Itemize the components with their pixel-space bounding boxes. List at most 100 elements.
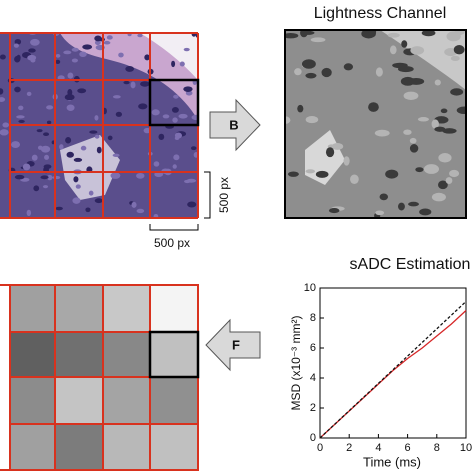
nucleus bbox=[13, 43, 19, 48]
nucleus bbox=[33, 185, 40, 192]
map-tile bbox=[102, 284, 151, 333]
nucleus bbox=[59, 144, 64, 150]
nucleus bbox=[31, 154, 38, 161]
nucleus bbox=[193, 152, 198, 158]
nucleus bbox=[287, 171, 299, 177]
nucleus bbox=[55, 206, 63, 211]
x-tick-label: 0 bbox=[317, 442, 323, 454]
map-tile bbox=[102, 423, 151, 471]
nucleus bbox=[190, 146, 197, 151]
nucleus bbox=[445, 177, 453, 184]
nucleus bbox=[453, 45, 465, 55]
nucleus bbox=[18, 105, 24, 111]
nucleus bbox=[434, 126, 446, 132]
nucleus bbox=[171, 106, 179, 113]
map-tile bbox=[149, 376, 199, 425]
arrow-right bbox=[209, 98, 261, 152]
x-tick-label: 2 bbox=[346, 442, 352, 454]
nucleus bbox=[80, 145, 87, 151]
nucleus bbox=[96, 146, 102, 154]
nucleus bbox=[107, 135, 113, 141]
x-tick-label: 4 bbox=[375, 442, 381, 454]
y-tick-label: 10 bbox=[304, 282, 316, 294]
nucleus bbox=[27, 54, 37, 61]
nucleus bbox=[151, 109, 160, 116]
y-tick-label: 6 bbox=[310, 342, 316, 354]
nucleus bbox=[112, 95, 121, 99]
nucleus bbox=[66, 151, 74, 158]
nucleus bbox=[419, 208, 432, 216]
nucleus bbox=[88, 190, 94, 196]
nucleus bbox=[37, 145, 43, 150]
nucleus bbox=[400, 76, 415, 86]
chart: 0 2 4 6 8 10 0 2 4 6 8 10 bbox=[304, 282, 472, 454]
nucleus bbox=[431, 119, 439, 129]
arrow-label: F bbox=[232, 337, 240, 352]
nucleus bbox=[16, 54, 21, 61]
nucleus bbox=[64, 94, 75, 101]
nucleus bbox=[408, 201, 419, 207]
x-tick-label: 6 bbox=[405, 442, 411, 454]
arrow-left bbox=[205, 318, 261, 372]
map-tile bbox=[149, 284, 199, 333]
nucleus bbox=[178, 113, 188, 119]
nucleus bbox=[158, 133, 165, 140]
nucleus bbox=[368, 102, 379, 112]
nucleus bbox=[285, 116, 291, 124]
nucleus bbox=[22, 163, 31, 171]
nucleus bbox=[421, 30, 436, 37]
y-tick-label: 2 bbox=[310, 402, 316, 414]
nucleus bbox=[315, 170, 329, 178]
data-line bbox=[319, 310, 467, 439]
x-tick-label: 8 bbox=[434, 442, 440, 454]
map-tile bbox=[9, 376, 56, 425]
nucleus bbox=[450, 55, 460, 61]
nucleus bbox=[183, 47, 190, 52]
map-tile bbox=[102, 376, 151, 425]
nucleus bbox=[40, 175, 49, 180]
nucleus bbox=[174, 132, 182, 139]
map-tile bbox=[54, 423, 104, 471]
y-tick-label: 4 bbox=[310, 372, 316, 384]
nucleus bbox=[85, 207, 91, 213]
nucleus bbox=[125, 65, 135, 72]
nucleus bbox=[409, 137, 417, 144]
nucleus bbox=[136, 172, 145, 179]
nucleus bbox=[343, 63, 354, 71]
nucleus bbox=[305, 169, 316, 174]
nucleus bbox=[115, 111, 123, 117]
nucleus bbox=[375, 210, 385, 216]
nucleus bbox=[0, 54, 6, 60]
nucleus bbox=[368, 30, 377, 37]
nucleus bbox=[331, 142, 344, 150]
nucleus bbox=[44, 154, 50, 160]
nucleus bbox=[171, 60, 176, 68]
nucleus bbox=[301, 59, 316, 69]
nucleus bbox=[449, 169, 460, 178]
map-tile bbox=[54, 284, 104, 333]
nucleus bbox=[343, 156, 350, 166]
nucleus bbox=[191, 114, 198, 121]
nucleus bbox=[131, 201, 137, 208]
nucleus bbox=[55, 54, 61, 58]
nucleus bbox=[136, 208, 145, 214]
nucleus bbox=[387, 32, 400, 38]
nucleus bbox=[103, 40, 111, 45]
nucleus bbox=[138, 103, 148, 110]
nucleus bbox=[46, 120, 52, 125]
map-tile bbox=[149, 331, 199, 378]
nucleus bbox=[172, 117, 178, 123]
nucleus bbox=[0, 88, 4, 95]
nucleus bbox=[42, 185, 49, 189]
nucleus bbox=[73, 157, 83, 162]
nucleus bbox=[385, 169, 399, 179]
plot-area bbox=[319, 287, 467, 439]
nucleus bbox=[162, 114, 170, 119]
bright-region bbox=[380, 30, 466, 90]
nucleus bbox=[67, 72, 74, 79]
nucleus bbox=[375, 67, 383, 77]
nucleus bbox=[401, 40, 408, 48]
nucleus bbox=[379, 193, 389, 201]
nucleus bbox=[454, 30, 465, 36]
nucleus bbox=[118, 52, 124, 58]
